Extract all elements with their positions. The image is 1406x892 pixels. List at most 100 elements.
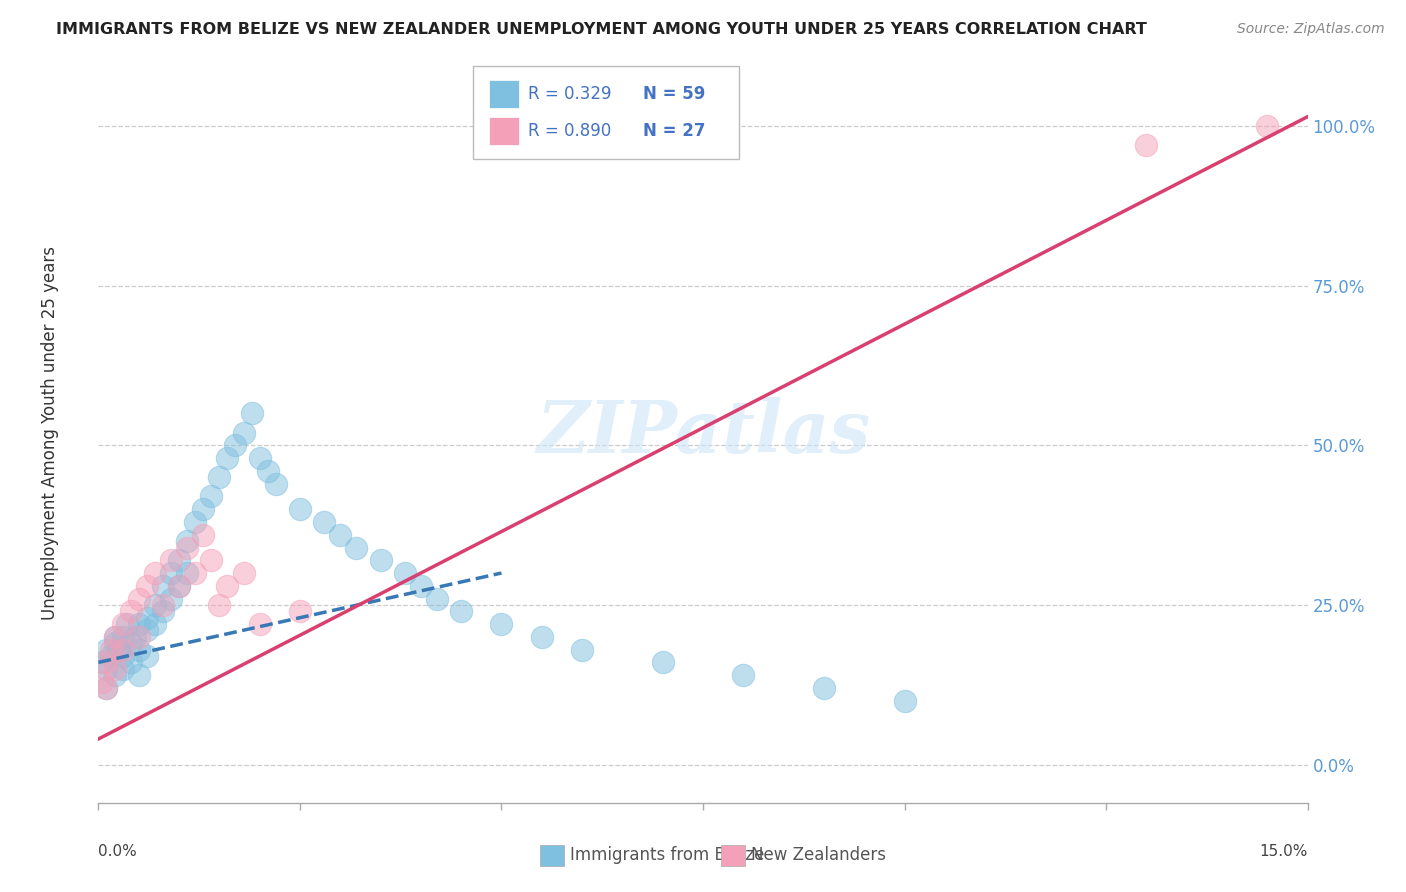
Text: ZIPatlas: ZIPatlas	[536, 397, 870, 468]
Point	[288, 604, 311, 618]
Point	[100, 642, 122, 657]
Text: R = 0.329: R = 0.329	[527, 85, 612, 103]
Point	[167, 579, 190, 593]
Point	[167, 579, 190, 593]
Point	[143, 566, 166, 580]
Point	[160, 566, 183, 580]
Point	[394, 566, 416, 580]
Point	[128, 591, 150, 606]
Point	[264, 476, 287, 491]
Point	[224, 438, 246, 452]
Point	[1256, 120, 1278, 134]
Point	[111, 617, 134, 632]
Point	[240, 407, 263, 421]
Point	[167, 553, 190, 567]
Point	[733, 668, 755, 682]
Text: Unemployment Among Youth under 25 years: Unemployment Among Youth under 25 years	[41, 245, 59, 620]
Point	[200, 553, 222, 567]
Point	[124, 630, 146, 644]
Point	[111, 662, 134, 676]
Text: 0.0%: 0.0%	[98, 844, 138, 858]
Point	[249, 617, 271, 632]
Point	[893, 694, 915, 708]
Point	[329, 527, 352, 541]
Point	[571, 642, 593, 657]
Point	[193, 527, 215, 541]
Point	[651, 656, 673, 670]
Point	[135, 648, 157, 663]
Point	[1135, 138, 1157, 153]
Point	[103, 630, 125, 644]
Bar	[540, 845, 564, 866]
Point	[152, 598, 174, 612]
Point	[111, 630, 134, 644]
Point	[120, 636, 142, 650]
Point	[96, 642, 118, 657]
Point	[370, 553, 392, 567]
Point	[160, 553, 183, 567]
Point	[120, 656, 142, 670]
Point	[813, 681, 835, 695]
Text: Immigrants from Belize: Immigrants from Belize	[569, 847, 765, 864]
Point	[450, 604, 472, 618]
Point	[135, 579, 157, 593]
Point	[143, 598, 166, 612]
Point	[143, 617, 166, 632]
Point	[96, 681, 118, 695]
Text: 15.0%: 15.0%	[1260, 844, 1308, 858]
Point	[152, 604, 174, 618]
Bar	[489, 117, 519, 145]
Point	[128, 668, 150, 682]
Point	[176, 534, 198, 549]
Text: R = 0.890: R = 0.890	[527, 121, 612, 139]
Point	[107, 642, 129, 657]
Point	[530, 630, 553, 644]
Point	[344, 541, 367, 555]
Text: New Zealanders: New Zealanders	[751, 847, 886, 864]
Bar	[721, 845, 745, 866]
Point	[111, 642, 134, 657]
Point	[120, 604, 142, 618]
Text: N = 27: N = 27	[643, 121, 704, 139]
Point	[200, 490, 222, 504]
Text: IMMIGRANTS FROM BELIZE VS NEW ZEALANDER UNEMPLOYMENT AMONG YOUTH UNDER 25 YEARS : IMMIGRANTS FROM BELIZE VS NEW ZEALANDER …	[56, 22, 1147, 37]
Point	[103, 668, 125, 682]
Point	[91, 674, 114, 689]
Point	[128, 642, 150, 657]
Point	[217, 451, 239, 466]
Point	[426, 591, 449, 606]
Point	[128, 617, 150, 632]
Point	[115, 617, 138, 632]
Point	[184, 566, 207, 580]
Point	[256, 464, 278, 478]
Text: N = 59: N = 59	[643, 85, 704, 103]
Point	[176, 541, 198, 555]
Point	[103, 630, 125, 644]
Point	[135, 610, 157, 624]
Bar	[489, 80, 519, 108]
Point	[232, 566, 254, 580]
Point	[103, 636, 125, 650]
Point	[208, 470, 231, 484]
Point	[152, 579, 174, 593]
Point	[103, 662, 125, 676]
Point	[100, 648, 122, 663]
Point	[128, 630, 150, 644]
Point	[208, 598, 231, 612]
Point	[111, 648, 134, 663]
FancyBboxPatch shape	[474, 66, 740, 159]
Point	[91, 656, 114, 670]
Point	[96, 656, 118, 670]
Point	[409, 579, 432, 593]
Point	[96, 681, 118, 695]
Point	[160, 591, 183, 606]
Point	[184, 515, 207, 529]
Text: Source: ZipAtlas.com: Source: ZipAtlas.com	[1237, 22, 1385, 37]
Point	[232, 425, 254, 440]
Point	[135, 624, 157, 638]
Point	[249, 451, 271, 466]
Point	[176, 566, 198, 580]
Point	[288, 502, 311, 516]
Point	[217, 579, 239, 593]
Point	[314, 515, 336, 529]
